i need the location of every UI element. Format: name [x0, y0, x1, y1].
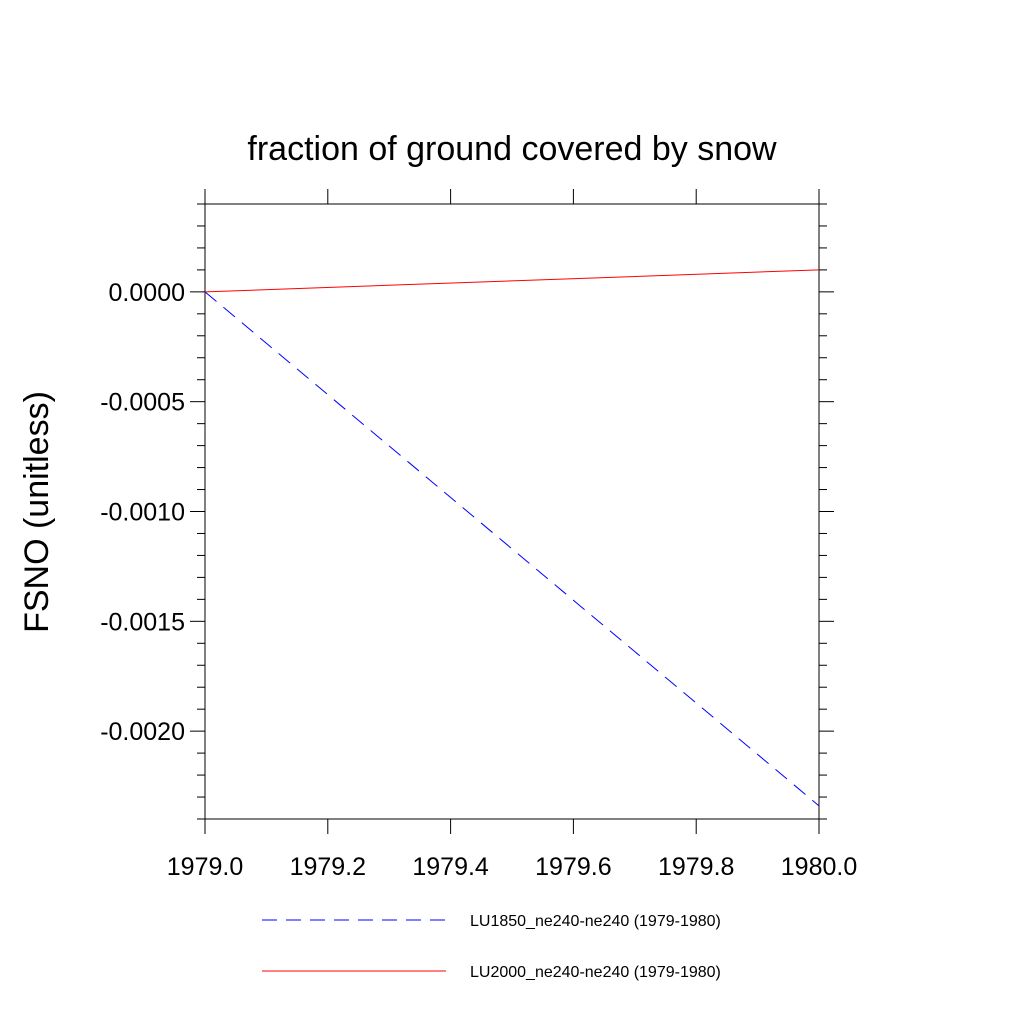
- series-line-1: [204, 291, 820, 807]
- y-tick-label: 0.0000: [109, 279, 185, 307]
- chart-title: fraction of ground covered by snow: [247, 130, 777, 168]
- y-tick-label: -0.0015: [100, 608, 185, 636]
- x-tick-label: 1979.6: [535, 853, 611, 881]
- plot-border: [204, 203, 820, 820]
- plot-frame: [204, 203, 820, 820]
- y-axis-label: FSNO (unitless): [18, 391, 56, 633]
- x-tick-label: 1979.2: [290, 853, 366, 881]
- series-line-2: [204, 269, 820, 293]
- x-tick-label: 1980.0: [781, 853, 857, 881]
- x-tick-label: 1979.0: [167, 853, 243, 881]
- y-tick-label: -0.0010: [100, 499, 185, 527]
- legend-label-2: LU2000_ne240-ne240 (1979-1980): [470, 964, 721, 981]
- axis-ticks: 1979.0 1979.2 1979.4 1979.6 1979.8 1980.0 0.00…: [100, 189, 857, 881]
- legend: LU1850_ne240-ne240 (1979-1980) LU2000_ne2…: [262, 913, 721, 981]
- series-lines: [204, 269, 820, 807]
- legend-label-1: LU1850_ne240-ne240 (1979-1980): [470, 913, 721, 930]
- x-tick-label: 1979.4: [412, 853, 489, 881]
- y-tick-label: -0.0020: [100, 718, 185, 746]
- y-tick-label: -0.0005: [100, 389, 185, 417]
- x-tick-label: 1979.8: [658, 853, 734, 881]
